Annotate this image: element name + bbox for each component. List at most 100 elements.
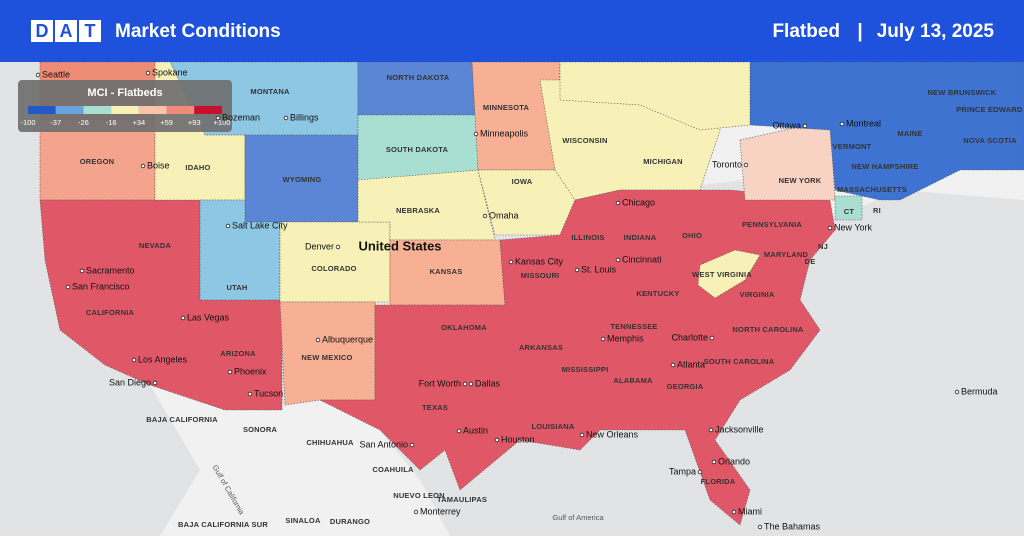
region-label: OHIO — [682, 231, 702, 240]
city-label: Tucson — [254, 388, 283, 398]
header-date: July 13, 2025 — [877, 21, 995, 42]
city-dot — [152, 380, 158, 386]
city-label: New Orleans — [586, 429, 639, 439]
city-label: Chicago — [622, 197, 655, 207]
city-label: New York — [834, 222, 873, 232]
city-label: Sacramento — [86, 265, 135, 275]
header-title: Market Conditions — [115, 21, 281, 42]
city-label: Jacksonville — [715, 424, 764, 434]
city-dot — [215, 115, 221, 121]
city-dot — [468, 381, 474, 387]
city-dot — [65, 284, 71, 290]
city-label: Ottawa — [772, 120, 801, 130]
region-label: SOUTH CAROLINA — [704, 357, 775, 366]
north-dakota — [357, 61, 476, 116]
region-label: GEORGIA — [667, 382, 704, 391]
city-dot — [508, 259, 514, 265]
region-label: NORTH CAROLINA — [732, 325, 804, 334]
city-label: Cincinnati — [622, 254, 662, 264]
region-label: NEW HAMPSHIRE — [851, 162, 918, 171]
region-label: INDIANA — [624, 233, 657, 242]
region-label: TEXAS — [422, 403, 448, 412]
city-dot — [180, 315, 186, 321]
city-dot — [615, 200, 621, 206]
region-label: DE — [805, 257, 816, 266]
city-label: Charlotte — [671, 332, 708, 342]
region-label: SONORA — [243, 425, 278, 434]
city-label: Omaha — [489, 210, 519, 220]
city-dot — [802, 123, 808, 129]
city-label: Bozeman — [222, 112, 260, 122]
legend-tick-label: +59 — [160, 118, 173, 127]
city-label: St. Louis — [581, 264, 617, 274]
region-label: VIRGINIA — [740, 290, 775, 299]
region-label: KANSAS — [430, 267, 463, 276]
city-dot — [743, 162, 749, 168]
region-label: NEW YORK — [779, 176, 822, 185]
city-label: Los Angeles — [138, 354, 188, 364]
region-label: IDAHO — [185, 163, 210, 172]
city-dot — [600, 336, 606, 342]
city-label: Orlando — [718, 456, 750, 466]
city-dot — [579, 432, 585, 438]
city-label: San Antonio — [359, 439, 408, 449]
region-label: CT — [844, 207, 855, 216]
city-dot — [757, 524, 763, 530]
city-label: Atlanta — [677, 359, 705, 369]
region-label: PENNSYLVANIA — [742, 220, 802, 229]
equipment: Flatbed — [772, 21, 840, 42]
wyoming — [244, 134, 359, 223]
city-label: Memphis — [607, 333, 644, 343]
city-label: Seattle — [42, 69, 70, 79]
region-label: NEVADA — [139, 241, 172, 250]
region-label: BAJA CALIFORNIA SUR — [178, 520, 268, 529]
region-label: NJ — [818, 242, 828, 251]
region-label: CALIFORNIA — [86, 308, 135, 317]
city-dot — [839, 121, 845, 127]
connecticut — [834, 195, 863, 221]
legend-swatch — [138, 106, 167, 114]
region-label: NORTH DAKOTA — [387, 73, 450, 82]
region-label: MONTANA — [250, 87, 290, 96]
logo-box — [79, 20, 101, 42]
city-dot — [473, 131, 479, 137]
region-label: SOUTH DAKOTA — [386, 145, 449, 154]
city-dot — [615, 257, 621, 263]
city-label: Billings — [290, 112, 319, 122]
city-label: Fort Worth — [419, 378, 461, 388]
legend-swatch — [28, 106, 56, 114]
region-label: Gulf of America — [552, 513, 604, 522]
city-label: Miami — [738, 506, 762, 516]
california-nevada — [39, 199, 283, 411]
region-label: ILLINOIS — [571, 233, 604, 242]
city-label: Las Vegas — [187, 312, 230, 322]
logo-box — [55, 20, 77, 42]
iowa — [477, 169, 576, 236]
legend-tick-label: -16 — [106, 118, 117, 127]
city-dot — [227, 369, 233, 375]
colorado — [279, 221, 391, 303]
mexico-land — [150, 385, 450, 536]
region-label: MICHIGAN — [643, 157, 683, 166]
city-dot — [670, 362, 676, 368]
region-label: ARKANSAS — [519, 343, 563, 352]
city-dot — [954, 389, 960, 395]
city-label: Spokane — [152, 67, 188, 77]
city-label: Kansas City — [515, 256, 564, 266]
city-label: The Bahamas — [764, 521, 821, 531]
region-label: NEW BRUNSWICK — [928, 88, 997, 97]
south-dakota — [357, 114, 479, 181]
region-label: MASSACHUSETTS — [837, 185, 907, 194]
logo — [31, 20, 101, 42]
city-dot — [131, 357, 137, 363]
city-dot — [709, 335, 715, 341]
country-label: United States — [358, 238, 441, 253]
legend-title: MCI - Flatbeds — [87, 87, 162, 99]
region-label: VERMONT — [833, 142, 872, 151]
logo-box — [31, 20, 53, 42]
region-label: OKLAHOMA — [441, 323, 487, 332]
region-label: NOVA SCOTIA — [963, 136, 1017, 145]
region-label: TENNESSEE — [610, 322, 657, 331]
city-dot — [827, 225, 833, 231]
